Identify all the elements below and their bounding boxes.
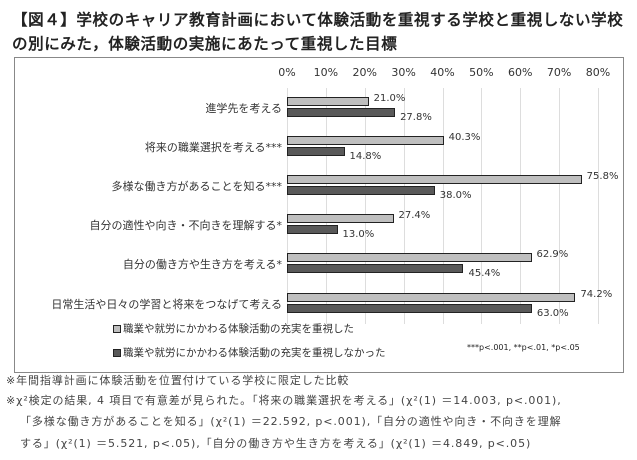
gridline — [364, 88, 366, 324]
value-label: 75.8% — [586, 171, 619, 182]
gridline — [559, 88, 561, 324]
bar-1 — [287, 147, 345, 156]
category-label: 多様な働き方があることを知る*** — [111, 180, 283, 193]
value-label: 45.4% — [468, 268, 501, 279]
category-label: 将来の職業選択を考える*** — [144, 141, 282, 154]
footnote-2: ※χ²検定の結果, 4 項目で有意差が見られた。「将来の職業選択を考える」(χ²… — [6, 394, 562, 407]
value-label: 13.0% — [342, 229, 375, 240]
value-label: 27.8% — [400, 112, 432, 123]
value-label: 63.0% — [536, 308, 569, 319]
bar-0 — [287, 253, 532, 262]
value-label: 27.4% — [398, 210, 431, 221]
gridline — [403, 88, 405, 324]
value-label: 40.3% — [448, 132, 481, 143]
legend-swatch — [113, 348, 121, 357]
category-label: 日常生活や日々の学習と将来をつなげて考える — [51, 298, 282, 311]
bar-0 — [287, 97, 369, 106]
bar-0 — [287, 136, 444, 145]
category-label: 進学先を考える — [205, 102, 282, 115]
x-tick-label: 10% — [313, 66, 339, 79]
bar-1 — [287, 225, 338, 234]
bar-1 — [287, 108, 396, 117]
x-tick-label: 80% — [585, 66, 611, 79]
value-label: 38.0% — [439, 190, 472, 201]
legend-label: 職業や就労にかかわる体験活動の充実を重視しなかった — [123, 347, 386, 359]
gridline — [442, 88, 444, 324]
footnote-4: する」(χ²(1) ＝5.521, p<.05),「自分の働き方や生き方を考える… — [20, 437, 532, 450]
gridline — [481, 88, 483, 324]
value-label: 21.0% — [373, 93, 406, 104]
gridline — [520, 88, 522, 324]
value-label: 14.8% — [349, 151, 382, 162]
gridline — [287, 88, 288, 324]
x-tick-label: 60% — [508, 66, 533, 79]
category-label: 自分の働き方や生き方を考える* — [122, 258, 282, 271]
footnote-1: ※年間指導計画に体験活動を位置付けている学校に限定した比較 — [6, 374, 350, 387]
x-tick-label: 30% — [391, 66, 416, 79]
bar-0 — [287, 175, 582, 184]
gridline — [598, 88, 599, 324]
value-label: 74.2% — [580, 289, 613, 300]
x-tick-label: 20% — [352, 66, 377, 79]
legend-item-1: 職業や就労にかかわる体験活動の充実を重視しなかった — [113, 345, 386, 360]
x-tick-label: 70% — [546, 66, 572, 79]
chart-title: 【図４】学校のキャリア教育計画において体験活動を重視する学校と重視しない学校の別… — [12, 11, 624, 53]
legend-item-0: 職業や就労にかかわる体験活動の充実を重視した — [113, 321, 354, 336]
x-tick-label: 0% — [278, 66, 296, 79]
bar-1 — [287, 264, 464, 273]
footnote-3: 「多様な働き方があることを知る」(χ²(1) ＝22.592, p<.001),… — [20, 415, 562, 428]
value-label: 62.9% — [536, 249, 569, 260]
bar-0 — [287, 293, 576, 302]
gridline — [325, 88, 327, 324]
legend-label: 職業や就労にかかわる体験活動の充実を重視した — [123, 323, 354, 335]
legend-swatch — [113, 324, 121, 333]
x-tick-label: 50% — [469, 66, 494, 79]
bar-1 — [287, 186, 435, 195]
significance-note: ***p<.001, **p<.01, *p<.05 — [467, 343, 580, 352]
bar-0 — [287, 214, 394, 223]
chart-frame — [14, 57, 624, 373]
x-tick-label: 40% — [430, 66, 455, 79]
bar-1 — [287, 304, 532, 313]
category-label: 自分の適性や向き・不向きを理解する* — [89, 219, 283, 232]
